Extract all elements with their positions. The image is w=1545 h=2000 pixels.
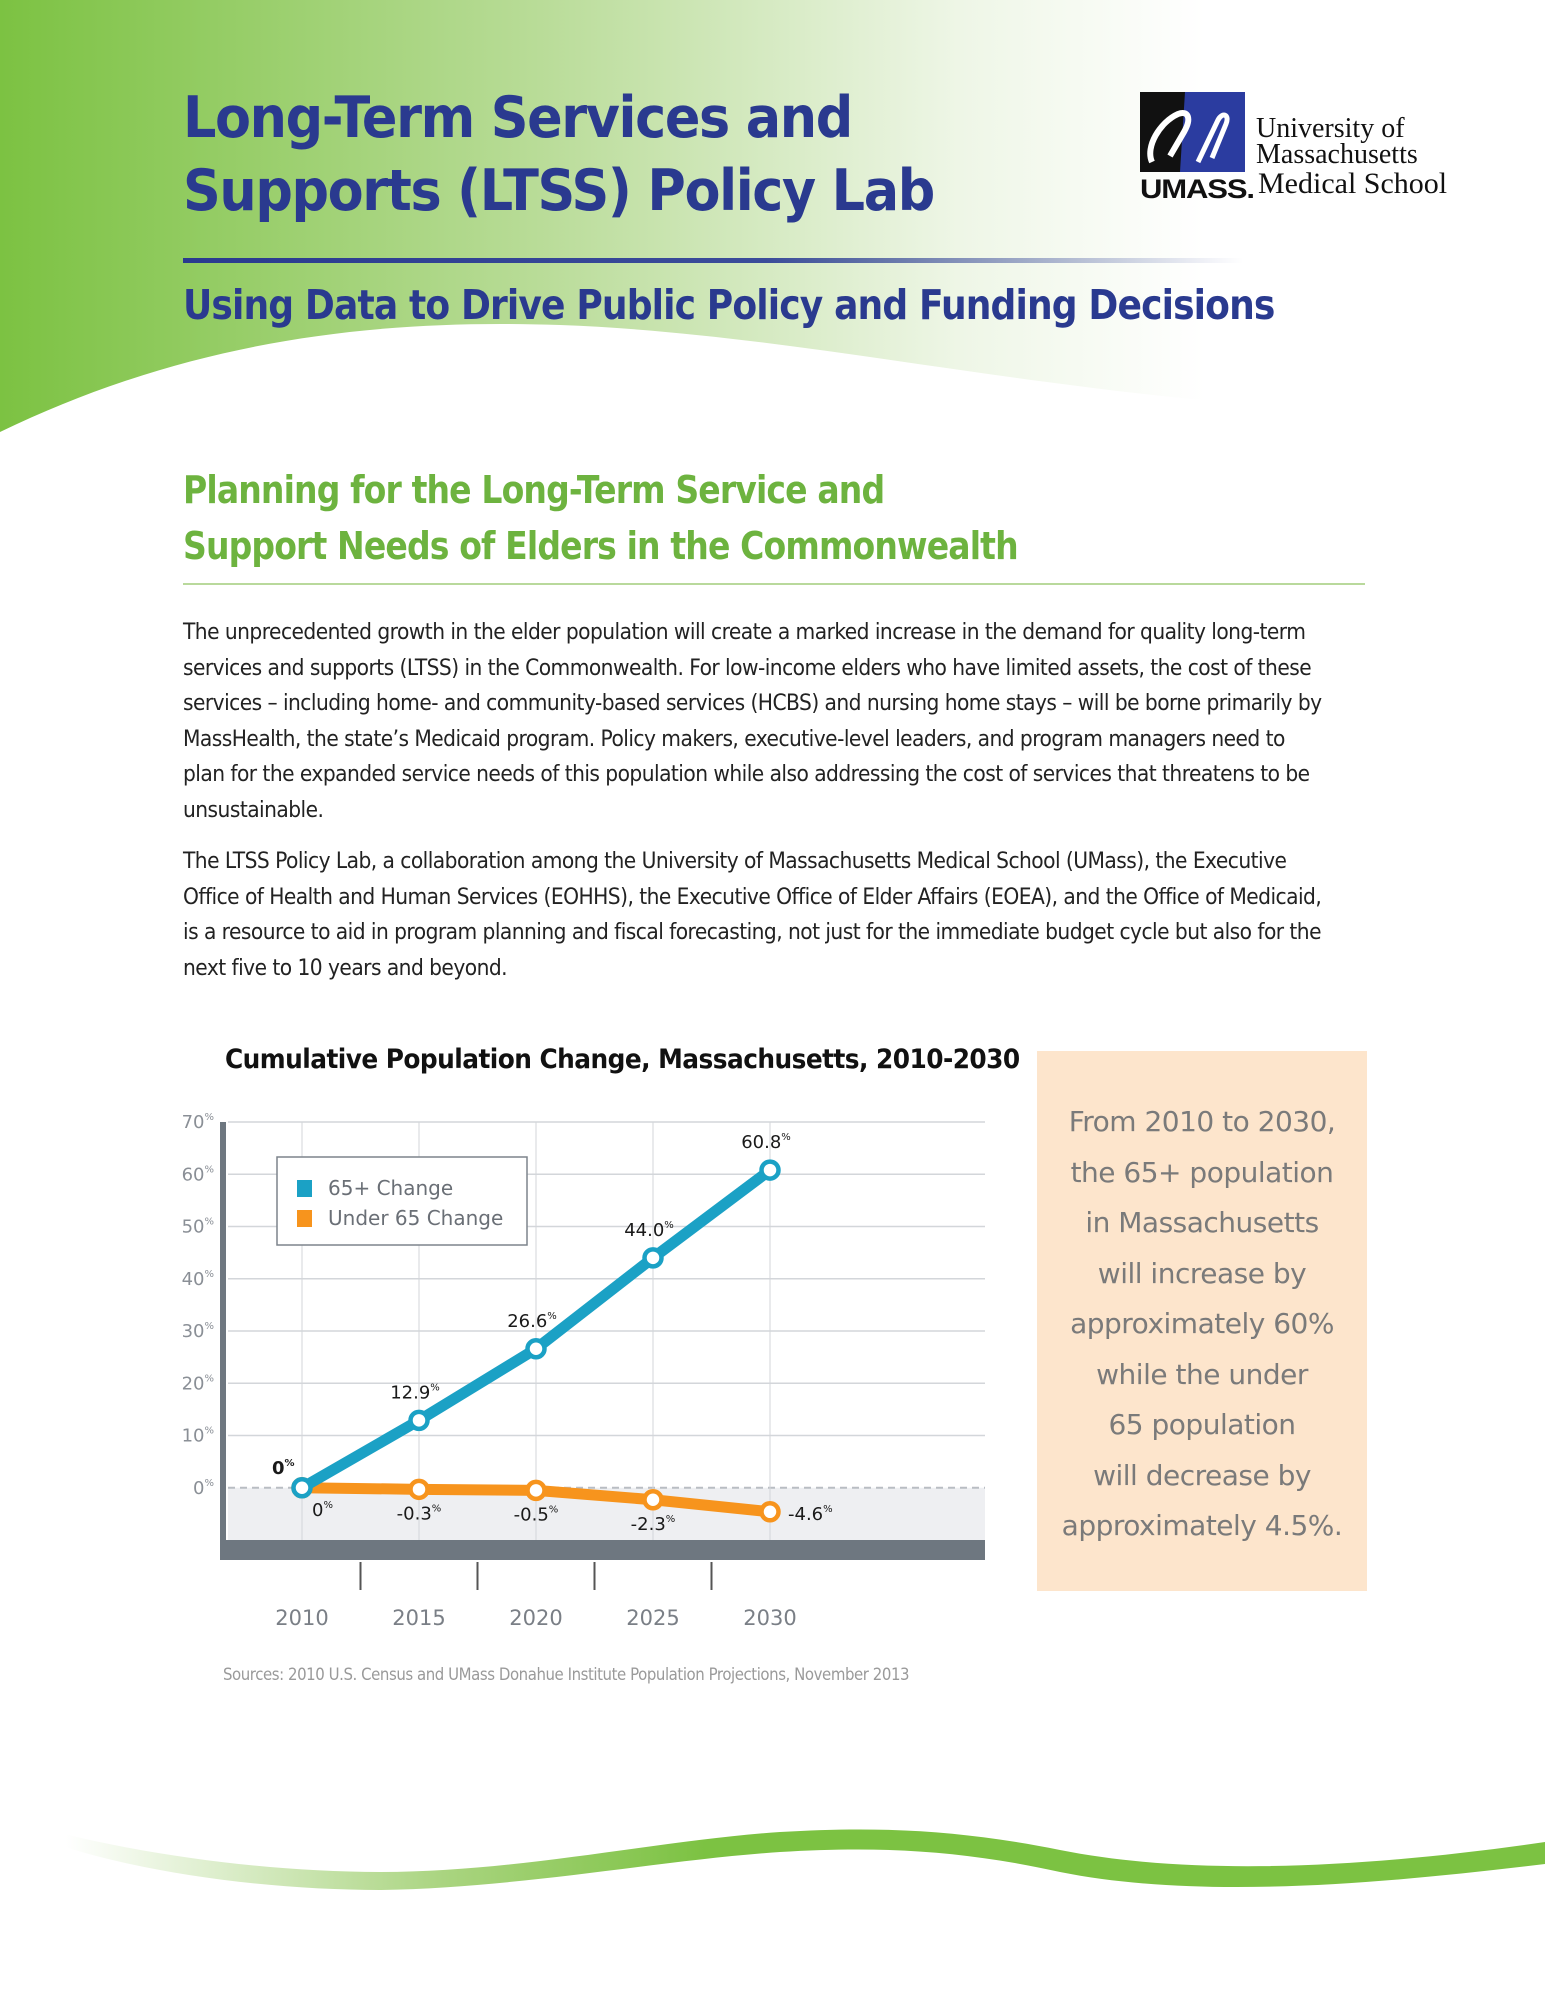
y-tick-label: 60% — [182, 1164, 214, 1185]
callout-line: 65 population — [1108, 1408, 1296, 1441]
x-tick-label: 2010 — [275, 1606, 328, 1630]
callout-line: will increase by — [1097, 1256, 1307, 1290]
data-label-65plus: 12.9% — [390, 1382, 440, 1403]
data-label-65plus: 26.6% — [507, 1311, 557, 1332]
legend-swatch-under65 — [297, 1210, 312, 1227]
data-point-under65 — [759, 1501, 781, 1523]
section-title-line: Support Needs of Elders in the Commonwea… — [183, 524, 1019, 568]
section-divider — [183, 583, 1365, 585]
data-label-65plus: 44.0% — [624, 1220, 674, 1241]
line-chart: 0% 10% 20% 30% 40% 50% 60% 70% 2010 2015 2020 2025… — [182, 1112, 985, 1630]
data-point-65plus — [642, 1247, 664, 1269]
data-point-65plus — [759, 1159, 781, 1181]
section-title-line: Planning for the Long-Term Service and — [183, 468, 885, 512]
legend-label-65plus: 65+ Change — [328, 1176, 453, 1200]
callout-line: approximately 60% — [1070, 1307, 1334, 1340]
logo-text-line: University of — [1256, 113, 1405, 144]
legend-swatch-65plus — [297, 1180, 312, 1197]
x-axis-band — [220, 1540, 985, 1560]
umass-logo-mark-icon — [1140, 92, 1245, 172]
x-tick-label: 2020 — [509, 1606, 562, 1630]
logo-text-line: Massachusetts — [1256, 139, 1418, 170]
umass-logo: University of Massachusetts UMASS. Medic… — [1140, 92, 1470, 207]
footer-green-swoosh — [20, 1822, 1545, 1890]
data-label-65plus: 0% — [272, 1458, 295, 1479]
x-tick-label: 2015 — [392, 1606, 445, 1630]
data-point-65plus — [408, 1409, 430, 1432]
data-label-65plus: 60.8% — [741, 1132, 791, 1153]
page-subtitle: Using Data to Drive Public Policy and Fu… — [183, 281, 1275, 329]
logo-university-name: University of Massachusetts — [1256, 113, 1418, 170]
body-paragraph: The LTSS Policy Lab, a collaboration amo… — [183, 849, 1322, 981]
page-title-line: Long-Term Services and — [183, 85, 853, 151]
data-point-65plus — [291, 1477, 313, 1499]
y-tick-label: 50% — [182, 1217, 214, 1238]
y-tick-label: 40% — [182, 1269, 214, 1290]
data-point-65plus — [525, 1338, 547, 1360]
legend-label-under65: Under 65 Change — [328, 1206, 503, 1230]
callout-box: From 2010 to 2030, the 65+ population in… — [1037, 1051, 1367, 1591]
data-point-under65 — [642, 1489, 664, 1511]
data-label-under65: -4.6% — [788, 1504, 833, 1525]
logo-medical-school: Medical School — [1258, 167, 1448, 200]
callout-line: will decrease by — [1093, 1458, 1311, 1492]
page-title-line: Supports (LTSS) Policy Lab — [183, 158, 935, 224]
chart-sources: Sources: 2010 U.S. Census and UMass Dona… — [223, 1665, 910, 1685]
y-tick-label: 10% — [182, 1426, 214, 1447]
body-paragraph: The unprecedented growth in the elder po… — [183, 620, 1322, 823]
data-label-under65: -0.5% — [514, 1504, 559, 1525]
y-tick-label: 0% — [193, 1478, 214, 1499]
callout-line: in Massachusetts — [1085, 1206, 1319, 1239]
y-tick-label: 20% — [182, 1373, 214, 1394]
data-label-under65: -2.3% — [631, 1514, 676, 1535]
callout-line: approximately 4.5%. — [1061, 1509, 1343, 1542]
callout-line: From 2010 to 2030, — [1068, 1105, 1336, 1138]
header-white-curve — [0, 323, 1545, 440]
y-tick-label: 70% — [182, 1112, 214, 1133]
callout-text: From 2010 to 2030, the 65+ population in… — [1037, 1097, 1367, 1552]
x-tick-label: 2030 — [743, 1606, 796, 1630]
section-title: Planning for the Long-Term Service and S… — [183, 462, 1019, 574]
callout-line: the 65+ population — [1070, 1155, 1334, 1189]
page-title: Long-Term Services and Supports (LTSS) P… — [183, 82, 935, 228]
data-label-under65: -0.3% — [397, 1503, 442, 1524]
title-divider — [183, 258, 1243, 263]
y-tick-label: 30% — [182, 1321, 214, 1342]
logo-umass-wordmark: UMASS. — [1140, 174, 1255, 204]
y-axis-bar — [220, 1122, 226, 1542]
chart-title: Cumulative Population Change, Massachuse… — [225, 1044, 1020, 1075]
legend-box — [276, 1156, 528, 1246]
x-tick-label: 2025 — [626, 1606, 679, 1630]
callout-line: while the under — [1096, 1357, 1308, 1391]
data-point-under65 — [408, 1478, 430, 1501]
footer-wave — [20, 1822, 1545, 1890]
data-point-under65 — [525, 1479, 547, 1502]
